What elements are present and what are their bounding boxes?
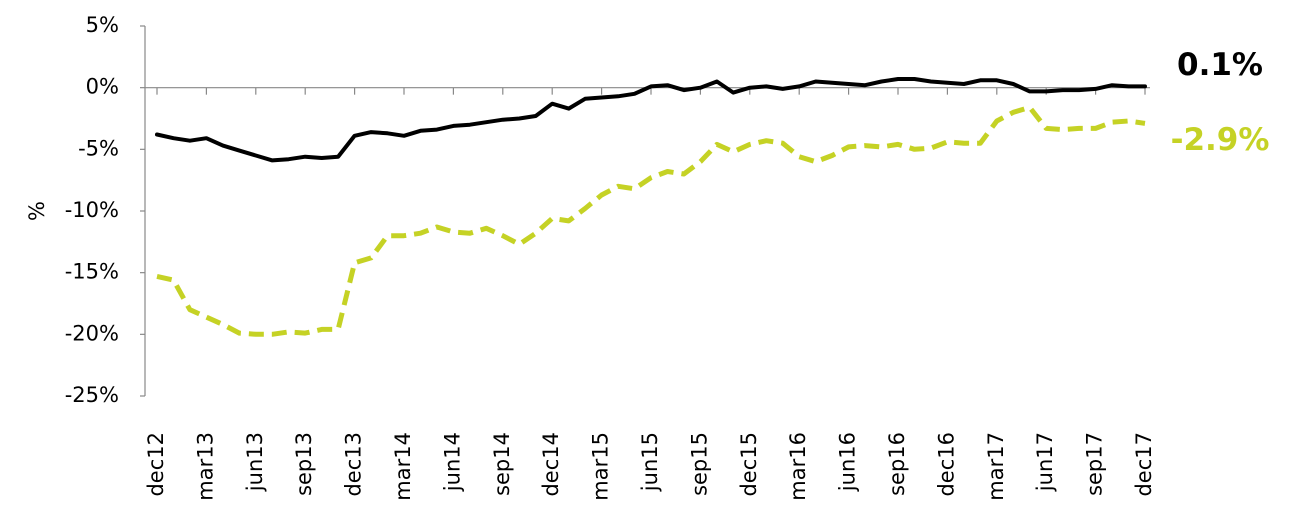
x-tick-label: dec12 xyxy=(144,432,168,497)
x-tick-label: sep13 xyxy=(292,432,316,496)
x-tick-label: jun15 xyxy=(638,432,662,492)
x-tick-label: sep15 xyxy=(687,432,711,496)
x-tick-label: jun14 xyxy=(440,432,464,492)
y-tick-label: -20% xyxy=(65,321,119,345)
y-tick-label: -15% xyxy=(65,260,119,284)
line-series xyxy=(156,104,1146,337)
x-tick-label: jun17 xyxy=(1033,432,1057,492)
x-tick-label: dec16 xyxy=(934,432,958,497)
x-tick-label: mar15 xyxy=(589,432,613,501)
x-tick-label: jun16 xyxy=(836,432,860,492)
y-axis-label: % xyxy=(25,201,49,221)
x-tick-label: mar17 xyxy=(984,432,1008,501)
x-tick-label: mar16 xyxy=(786,432,810,501)
y-tick-label: -5% xyxy=(78,136,119,160)
y-tick-label: 0% xyxy=(86,75,119,99)
end-label: -2.9% xyxy=(1171,122,1270,158)
x-tick-label: sep14 xyxy=(490,432,514,496)
y-tick-label: -25% xyxy=(65,383,119,407)
x-tick-label: dec15 xyxy=(737,432,761,497)
x-tick-label: jun13 xyxy=(243,432,267,492)
y-tick-label: 5% xyxy=(86,13,119,37)
x-tick-label: sep16 xyxy=(885,432,909,496)
x-tick-label: mar14 xyxy=(391,432,415,501)
x-tick-label: dec17 xyxy=(1132,432,1156,497)
line-series xyxy=(155,77,1147,163)
x-tick-label: dec13 xyxy=(342,432,366,497)
y-tick-label: -10% xyxy=(65,198,119,222)
x-tick-label: sep17 xyxy=(1083,432,1107,496)
x-tick-label: dec14 xyxy=(539,432,563,497)
end-label: 0.1% xyxy=(1177,47,1263,83)
x-tick-label: mar13 xyxy=(193,432,217,501)
